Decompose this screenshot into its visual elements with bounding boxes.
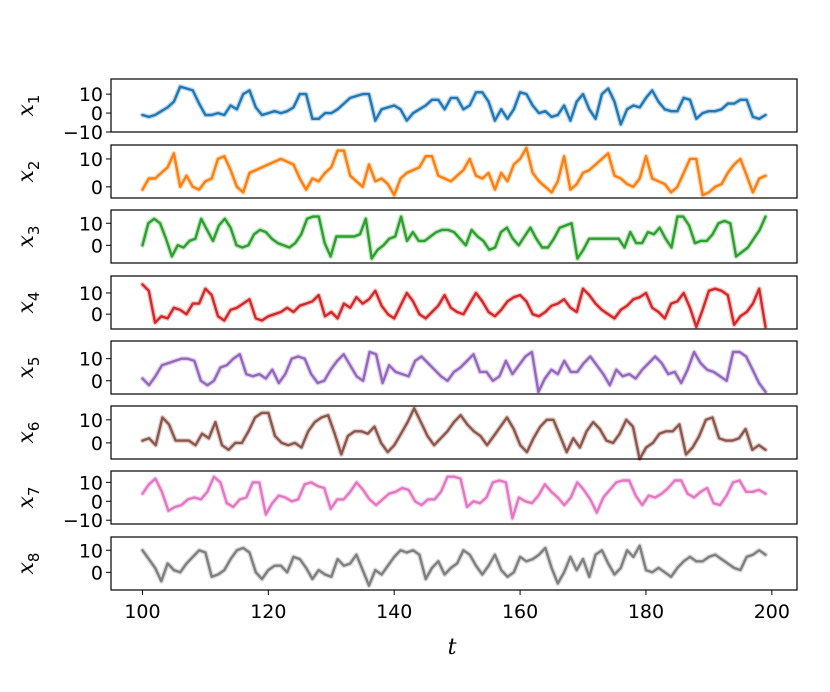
y-tick-label: 10 (79, 540, 103, 562)
axes-frame-x3 (110, 209, 798, 264)
axes-frame-x7 (110, 470, 798, 525)
subplot-x5: 100 x5 (14, 340, 798, 395)
axes-frame-x8 (110, 536, 798, 591)
x-tick-label: 100 (124, 601, 160, 623)
x-tick-label: 120 (250, 601, 286, 623)
y-axis-label-x6: x6 (14, 422, 43, 444)
uncertainty-band-x4 (140, 282, 768, 330)
y-tick-label: −10 (63, 122, 103, 144)
y-tick-label: 0 (91, 235, 103, 257)
subplot-x3: 100 x3 (14, 209, 798, 264)
axes-frame-x1 (110, 78, 798, 133)
subplot-x2: 10 0 x2 (14, 144, 798, 199)
y-tick-label: 10 (79, 84, 103, 106)
y-tick-label: 0 (91, 491, 103, 513)
uncertainty-band-x6 (140, 405, 768, 462)
y-axis-label-x1: x1 (14, 95, 43, 117)
series-line-x8 (141, 544, 767, 587)
axes-frame-x4 (110, 275, 798, 330)
axes-frame-x6 (110, 405, 798, 460)
subplot-x4: 100 x4 (14, 275, 798, 330)
series-line-x4 (141, 283, 767, 329)
x-axis: 100 120 140 160 180 200 (124, 590, 790, 623)
uncertainty-band-x3 (140, 214, 768, 262)
y-axis-label-x2: x2 (14, 161, 43, 183)
subplot-x6: 100 x6 (14, 405, 798, 462)
y-tick-label: 0 (91, 103, 103, 125)
x-tick-label: 180 (628, 601, 664, 623)
subplot-x7: 100−10 x7 (14, 470, 798, 532)
y-axis-label-x5: x5 (14, 357, 43, 379)
series-line-x7 (141, 475, 767, 520)
y-tick-label: 10 (79, 472, 103, 494)
subplot-x1: 100−10 x1 (14, 78, 798, 144)
series-line-x3 (141, 215, 767, 260)
x-axis-label: t (448, 635, 457, 660)
y-tick-label: 0 (91, 304, 103, 326)
series-line-x1 (141, 85, 767, 126)
series-line-x2 (141, 146, 767, 197)
axes-frame-x5 (110, 340, 798, 395)
subplot-x8: 100 x8 (14, 536, 798, 591)
y-axis-label-x7: x7 (14, 487, 43, 509)
series-line-x5 (141, 350, 767, 393)
x-tick-label: 140 (376, 601, 412, 623)
y-tick-label: 10 (79, 149, 103, 171)
y-tick-label: 10 (79, 213, 103, 235)
series-line-x6 (141, 407, 767, 461)
y-axis-label-x4: x4 (14, 292, 43, 314)
uncertainty-band-x2 (140, 145, 768, 198)
y-tick-label: 10 (79, 410, 103, 432)
y-tick-label: −10 (63, 510, 103, 532)
y-tick-label: 0 (91, 371, 103, 393)
y-tick-label: 0 (91, 562, 103, 584)
axes-frame-x2 (110, 144, 798, 199)
y-tick-label: 10 (79, 349, 103, 371)
y-tick-label: 0 (91, 177, 103, 199)
y-axis-label-x3: x3 (14, 226, 43, 248)
x-tick-label: 160 (502, 601, 538, 623)
uncertainty-band-x1 (140, 84, 768, 127)
y-axis-label-x8: x8 (14, 553, 43, 575)
subplots: 100−10x1100x2100x3100x4100x5100x6100−10x… (14, 78, 798, 591)
x-tick-label: 200 (754, 601, 790, 623)
y-tick-label: 10 (79, 283, 103, 305)
y-tick-label: 0 (91, 433, 103, 455)
